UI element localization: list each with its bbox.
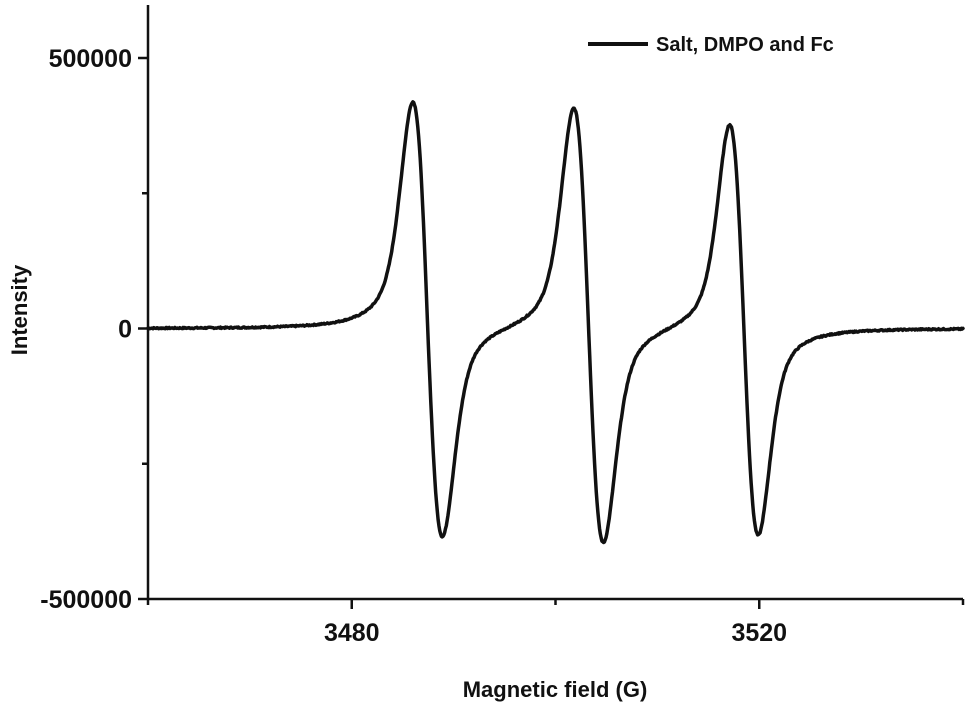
x-tick-label: 3480 bbox=[324, 619, 380, 647]
series-line-salt-dmpo-fc bbox=[146, 100, 965, 545]
y-tick-label: -500000 bbox=[40, 586, 132, 614]
x-ticks bbox=[146, 599, 965, 609]
x-tick-label: 3520 bbox=[731, 619, 787, 647]
legend: Salt, DMPO and Fc bbox=[588, 34, 834, 56]
legend-label: Salt, DMPO and Fc bbox=[656, 34, 834, 56]
x-axis-title: Magnetic field (G) bbox=[463, 677, 648, 702]
y-axis-title: Intensity bbox=[7, 264, 32, 355]
y-tick-labels: -500000 0 500000 bbox=[40, 45, 132, 614]
x-tick-labels: 3480 3520 bbox=[324, 619, 787, 647]
y-tick-label: 0 bbox=[118, 316, 132, 344]
y-tick-label: 500000 bbox=[49, 45, 132, 73]
